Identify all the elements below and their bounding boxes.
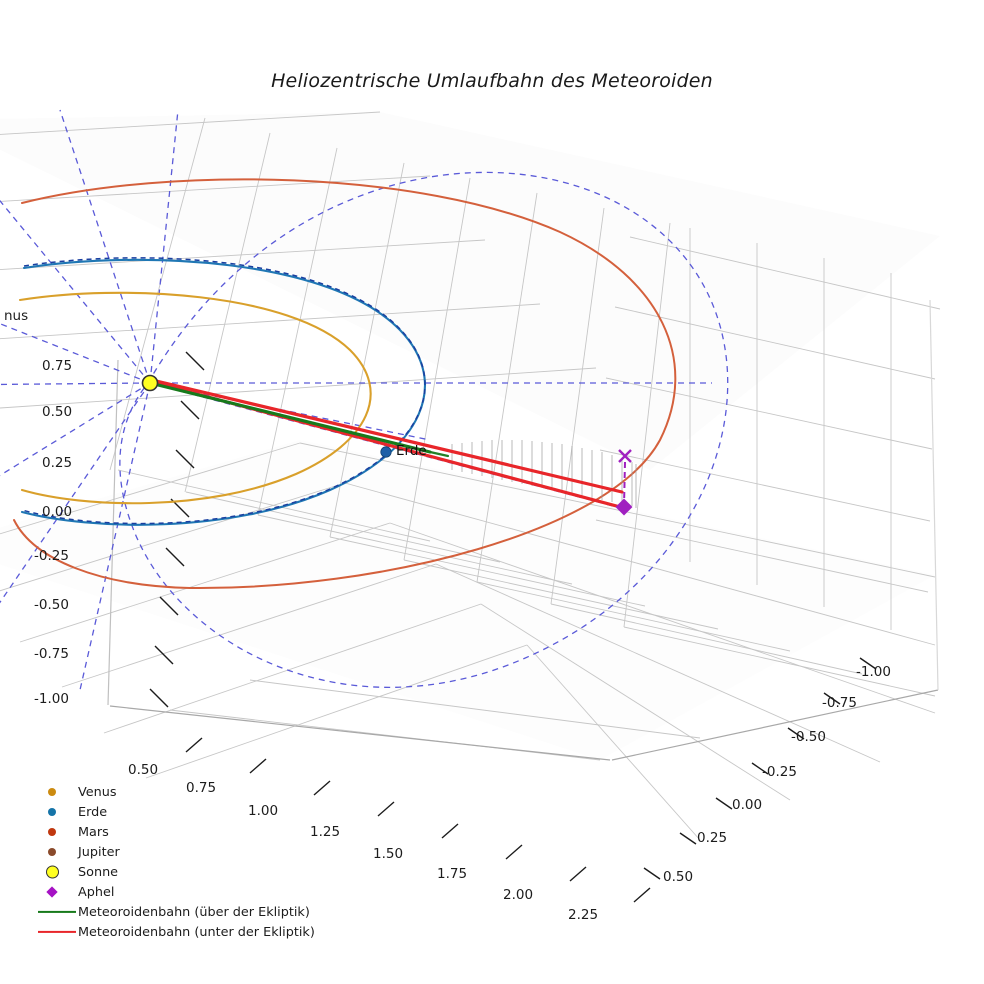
legend-label-venus: Venus [78, 784, 117, 800]
legend-label-aphel: Aphel [78, 884, 115, 900]
z-tick-7: -1.00 [34, 691, 69, 707]
orbit-erde-projection [21, 257, 426, 525]
x-tick-6: 2.00 [503, 887, 534, 903]
legend-item-aphel[interactable]: Aphel [34, 882, 334, 902]
x-tick-0: 0.50 [128, 762, 159, 778]
x-tick-2: 1.00 [248, 803, 279, 819]
jupiter-marker-icon [34, 842, 78, 862]
trajectory-above-ecliptic-tail [428, 450, 450, 458]
z-tick-4: -0.25 [34, 548, 69, 564]
aphel-connector [623, 461, 626, 507]
x-tick-4: 1.50 [373, 846, 404, 862]
legend-item-mars[interactable]: Mars [34, 822, 334, 842]
x-tick-3: 1.25 [310, 824, 341, 840]
orbit-mars [13, 178, 677, 590]
y-tick-0: 0.50 [663, 869, 694, 885]
y-tick-2: 0.00 [732, 797, 763, 813]
venus-marker-icon [34, 782, 78, 802]
axis-ticks [149, 351, 877, 903]
axes-grid [0, 111, 941, 841]
z-tick-6: -0.75 [34, 646, 69, 662]
legend-label-above-ecliptic: Meteoroidenbahn (über der Ekliptik) [78, 904, 310, 920]
y-tick-1: 0.25 [697, 830, 728, 846]
erde-marker [380, 446, 392, 458]
legend-item-below-ecliptic[interactable]: Meteoroidenbahn (unter der Ekliptik) [34, 922, 334, 942]
x-tick-5: 1.75 [437, 866, 468, 882]
legend-item-sonne[interactable]: Sonne [34, 862, 334, 882]
legend-item-above-ecliptic[interactable]: Meteoroidenbahn (über der Ekliptik) [34, 902, 334, 922]
legend-item-jupiter[interactable]: Jupiter [34, 842, 334, 862]
y-tick-6: -1.00 [856, 664, 891, 680]
z-tick-3: 0.00 [42, 504, 73, 520]
legend-label-erde: Erde [78, 804, 108, 820]
orbit-venus [18, 291, 372, 505]
legend-label-sonne: Sonne [78, 864, 119, 880]
mars-marker-icon [34, 822, 78, 842]
sonne-marker [141, 374, 159, 392]
z-tick-0: 0.75 [42, 358, 73, 374]
legend-label-below-ecliptic: Meteoroidenbahn (unter der Ekliptik) [78, 924, 315, 940]
axes-panes [0, 112, 940, 760]
trajectory-above-ecliptic [152, 382, 432, 454]
aphel-projection-x [618, 449, 632, 463]
page-title: Heliozentrische Umlaufbahn des Meteoroid… [271, 70, 713, 92]
plot-legend: Venus Erde Mars Jupiter Sonne [34, 782, 334, 942]
aphel-marker [615, 498, 633, 516]
sonne-marker-icon [34, 862, 78, 882]
erde-marker-icon [34, 802, 78, 822]
legend-item-venus[interactable]: Venus [34, 782, 334, 802]
y-tick-4: -0.50 [791, 729, 826, 745]
red-line-icon [34, 922, 78, 942]
axes-spines [107, 299, 939, 761]
z-axis-label: nus [4, 308, 29, 324]
legend-item-erde[interactable]: Erde [34, 802, 334, 822]
green-line-icon [34, 902, 78, 922]
x-tick-7: 2.25 [568, 907, 599, 923]
legend-label-mars: Mars [78, 824, 109, 840]
legend-label-jupiter: Jupiter [78, 844, 120, 860]
z-tick-5: -0.50 [34, 597, 69, 613]
erde-point-label: Erde [396, 443, 427, 459]
y-tick-5: -0.75 [822, 695, 857, 711]
y-tick-3: -0.25 [762, 764, 797, 780]
aphel-marker-icon [34, 882, 78, 902]
x-tick-1: 0.75 [186, 780, 217, 796]
z-tick-2: 0.25 [42, 455, 73, 471]
z-tick-1: 0.50 [42, 404, 73, 420]
